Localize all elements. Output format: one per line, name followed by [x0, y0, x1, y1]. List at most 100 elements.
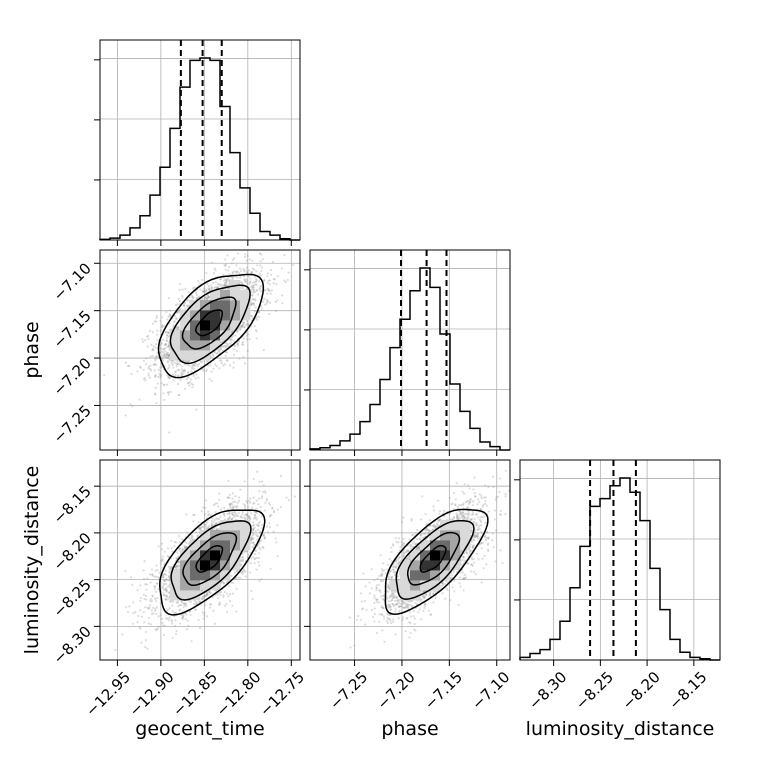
sample-point: [214, 280, 217, 284]
sample-point: [180, 365, 184, 368]
sample-point: [235, 506, 238, 509]
sample-point: [161, 617, 164, 621]
sample-point: [197, 295, 200, 298]
scatter-geocent_time-phase: [99, 249, 301, 451]
sample-point: [166, 617, 169, 620]
sample-point: [188, 380, 192, 384]
sample-point: [250, 303, 253, 307]
density-cell: [220, 290, 231, 301]
sample-point: [196, 365, 200, 368]
sample-point: [132, 612, 135, 615]
sample-point: [176, 601, 179, 604]
sample-point: [241, 321, 244, 324]
sample-point: [154, 590, 157, 593]
sample-point: [255, 499, 258, 502]
sample-point: [255, 288, 258, 292]
sample-point: [205, 615, 209, 618]
sample-point: [192, 383, 195, 386]
sample-point: [249, 571, 252, 574]
sample-point: [162, 588, 166, 591]
sample-point: [168, 579, 171, 582]
sample-point: [150, 612, 153, 616]
sample-point: [181, 615, 185, 618]
sample-point: [251, 317, 254, 320]
sample-point: [204, 513, 207, 516]
sample-point: [175, 311, 179, 315]
sample-point: [151, 347, 155, 351]
sample-point: [255, 511, 258, 514]
sample-point: [178, 394, 181, 397]
sample-point: [168, 376, 172, 379]
contour-level-3: [157, 273, 265, 379]
sample-point: [270, 513, 273, 517]
sample-point: [284, 281, 287, 284]
sample-point: [183, 546, 187, 550]
sample-point: [263, 279, 266, 282]
sample-point: [178, 549, 181, 552]
sample-point: [267, 300, 270, 303]
sample-point: [236, 270, 239, 273]
sample-point: [263, 537, 266, 540]
sample-point: [252, 521, 255, 524]
sample-point: [167, 576, 170, 579]
sample-point: [263, 536, 267, 539]
sample-point: [255, 280, 258, 283]
sample-point: [164, 587, 167, 591]
sample-point: [155, 354, 158, 358]
sample-point: [252, 532, 255, 536]
density-cell: [210, 340, 221, 351]
sample-point: [162, 575, 165, 579]
sample-point: [155, 401, 158, 405]
sample-point: [153, 575, 157, 578]
sample-point: [244, 253, 247, 256]
sample-point: [186, 372, 189, 375]
sample-point: [258, 579, 261, 583]
sample-point: [253, 517, 256, 520]
sample-point: [241, 342, 244, 346]
sample-point: [244, 278, 247, 281]
sample-point: [162, 594, 165, 597]
sample-point: [258, 252, 262, 255]
sample-point: [244, 362, 247, 365]
sample-point: [188, 304, 191, 307]
sample-point: [182, 602, 185, 605]
sample-point: [231, 278, 234, 281]
sample-point: [241, 571, 244, 574]
sample-point: [143, 376, 146, 380]
sample-point: [159, 614, 162, 617]
sample-point: [245, 282, 248, 285]
sample-point: [175, 629, 178, 633]
sample-point: [240, 516, 243, 519]
sample-point: [253, 514, 257, 517]
sample-point: [164, 346, 167, 350]
sample-point: [203, 523, 206, 526]
sample-point: [230, 329, 234, 333]
sample-point: [165, 573, 168, 576]
sample-point: [165, 589, 168, 592]
sample-point: [222, 512, 226, 516]
sample-point: [163, 354, 166, 357]
sample-point: [210, 284, 213, 287]
sample-point: [140, 641, 143, 644]
sample-point: [237, 576, 240, 579]
sample-point: [260, 495, 264, 498]
sample-point: [224, 282, 227, 286]
histogram-luminosity_distance: [514, 459, 721, 661]
sample-point: [230, 574, 233, 578]
sample-point: [146, 334, 150, 338]
sample-point: [250, 506, 254, 509]
sample-point: [159, 374, 162, 378]
sample-point: [181, 296, 184, 299]
sample-point: [205, 521, 208, 524]
sample-point: [204, 523, 207, 527]
sample-point: [165, 588, 168, 592]
sample-point: [261, 490, 264, 494]
sample-point: [167, 574, 171, 577]
sample-point: [228, 342, 231, 345]
density-cell: [190, 300, 201, 311]
sample-point: [213, 351, 217, 354]
sample-point: [143, 577, 146, 580]
sample-point: [218, 367, 221, 370]
sample-point: [231, 503, 234, 506]
sample-point: [255, 516, 258, 519]
